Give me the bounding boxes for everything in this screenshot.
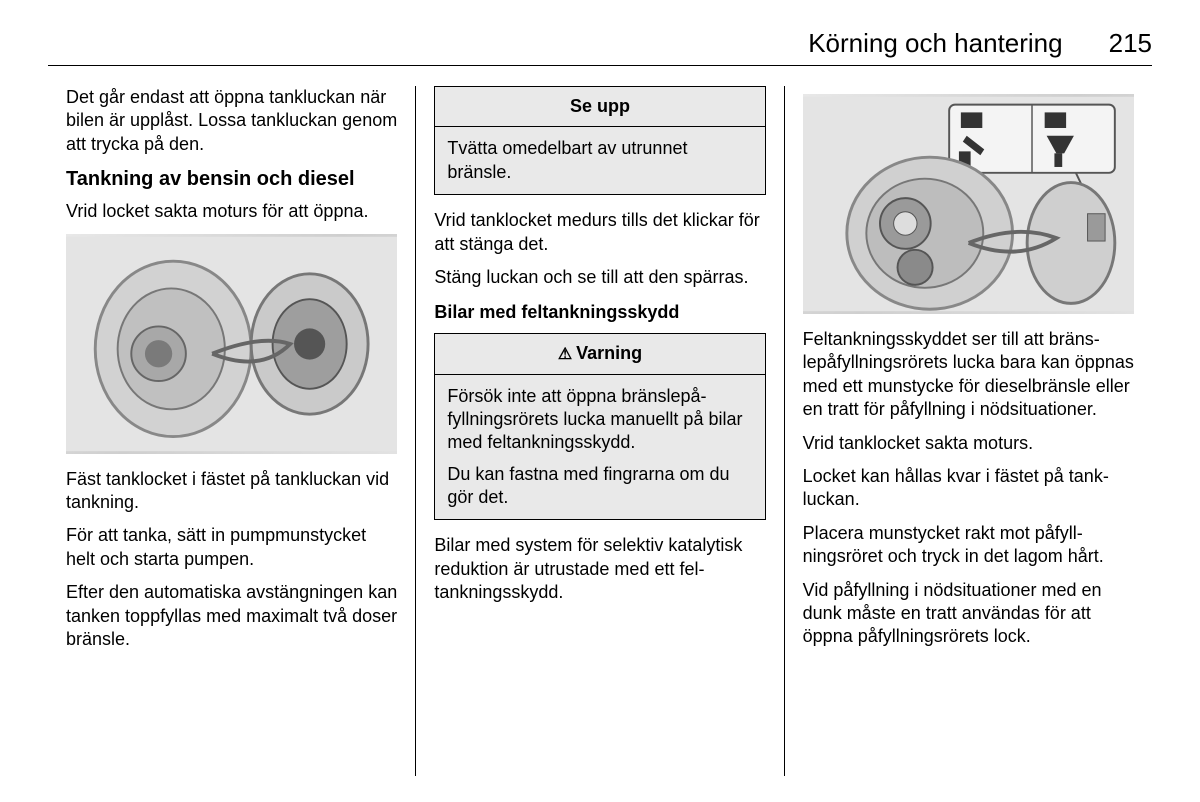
- warning-box: ⚠Varning Försök inte att öppna bränslepå…: [434, 333, 765, 521]
- caution-box: Se upp Tvätta omedelbart av utrunnet brä…: [434, 86, 765, 195]
- column-3: Feltankningsskyddet ser till att bräns­l…: [784, 86, 1152, 776]
- warning-icon: ⚠: [558, 346, 572, 363]
- fuel-cap-figure-2: [803, 94, 1134, 314]
- paragraph: Feltankningsskyddet ser till att bräns­l…: [803, 328, 1134, 422]
- paragraph: Vrid tanklocket sakta moturs.: [803, 432, 1134, 455]
- caution-text: Tvätta omedelbart av utrunnet bränsle.: [447, 137, 752, 184]
- paragraph: Vrid tanklocket medurs tills det klickar…: [434, 209, 765, 256]
- paragraph: Stäng luckan och se till att den spärras…: [434, 266, 765, 289]
- paragraph: För att tanka, sätt in pumpmunstycket he…: [66, 524, 397, 571]
- paragraph: Bilar med system för selektiv kataly­tis…: [434, 534, 765, 604]
- paragraph: Placera munstycket rakt mot påfyll­nings…: [803, 522, 1134, 569]
- heading-misfuel-protection: Bilar med feltankningsskydd: [434, 301, 765, 324]
- fuel-door-illustration: [66, 234, 397, 454]
- warning-title: ⚠Varning: [435, 334, 764, 375]
- misfuel-illustration: [803, 94, 1134, 314]
- page-header: Körning och hantering 215: [48, 28, 1152, 66]
- paragraph: Fäst tanklocket i fästet på tankluckan v…: [66, 468, 397, 515]
- column-2: Se upp Tvätta omedelbart av utrunnet brä…: [415, 86, 783, 776]
- manual-page: Körning och hantering 215 Det går endast…: [0, 0, 1200, 802]
- caution-title: Se upp: [435, 87, 764, 127]
- section-title: Körning och hantering: [808, 28, 1062, 59]
- paragraph: Det går endast att öppna tankluckan när …: [66, 86, 397, 156]
- paragraph: Vid påfyllning i nödsituationer med en d…: [803, 579, 1134, 649]
- caution-body: Tvätta omedelbart av utrunnet bränsle.: [435, 127, 764, 194]
- paragraph: Vrid locket sakta moturs för att öppna.: [66, 200, 397, 223]
- heading-refueling: Tankning av bensin och diesel: [66, 166, 397, 192]
- warning-text: Försök inte att öppna bränslepå­fyllning…: [447, 385, 752, 455]
- paragraph: Locket kan hållas kvar i fästet på tank­…: [803, 465, 1134, 512]
- paragraph: Efter den automatiska avstängningen kan …: [66, 581, 397, 651]
- warning-text: Du kan fastna med fingrarna om du gör de…: [447, 463, 752, 510]
- warning-body: Försök inte att öppna bränslepå­fyllning…: [435, 375, 764, 520]
- warning-title-text: Varning: [576, 343, 642, 363]
- content-columns: Det går endast att öppna tankluckan när …: [48, 86, 1152, 776]
- column-1: Det går endast att öppna tankluckan när …: [48, 86, 415, 776]
- fuel-cap-figure-1: [66, 234, 397, 454]
- page-number: 215: [1109, 28, 1152, 59]
